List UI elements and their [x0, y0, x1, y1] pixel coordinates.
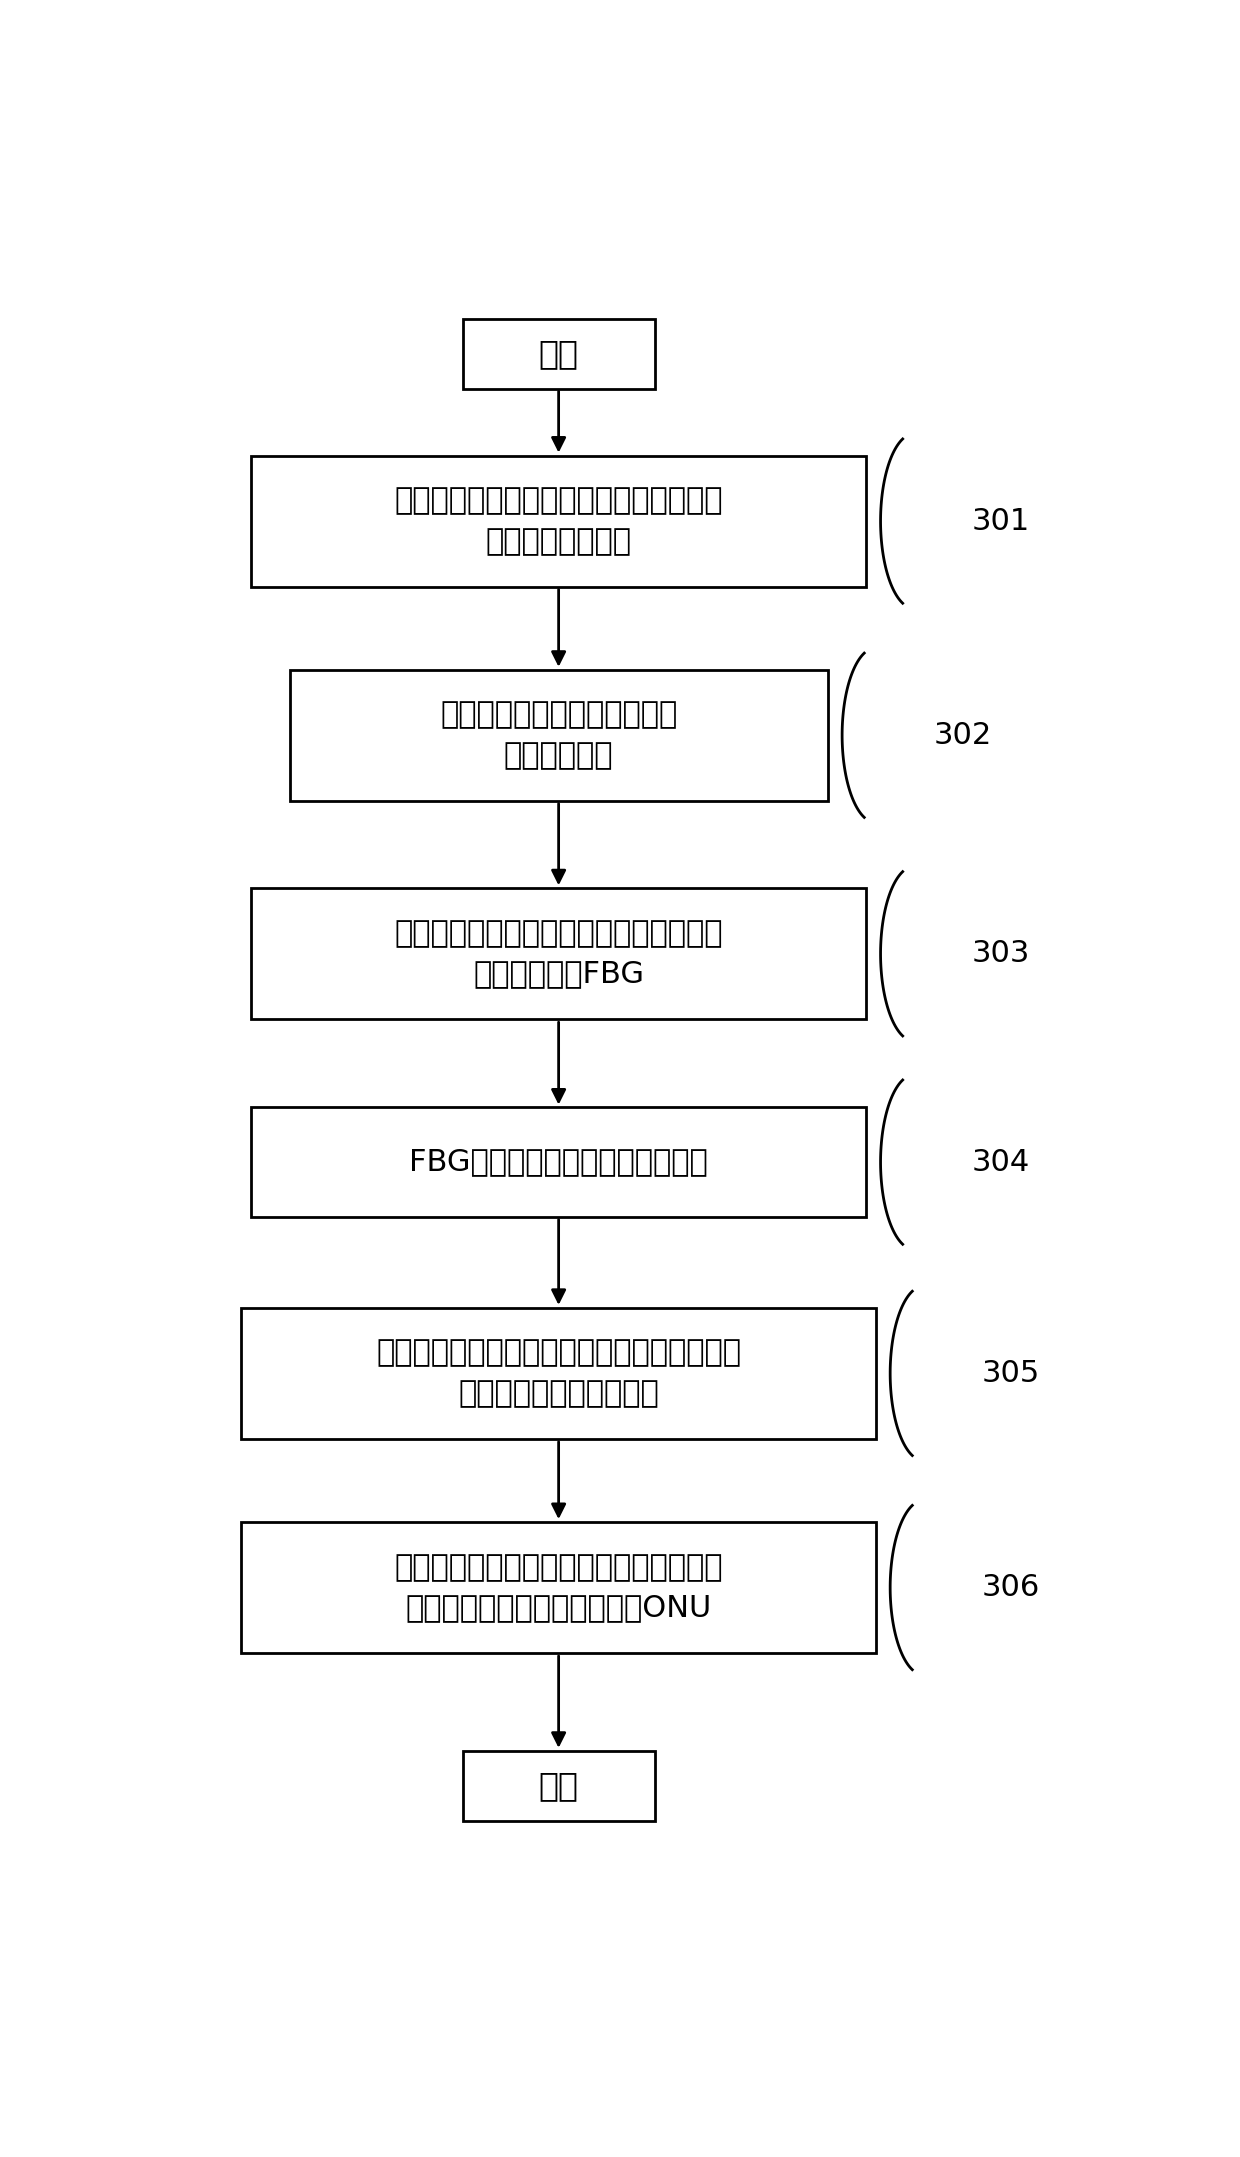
- FancyBboxPatch shape: [250, 455, 866, 587]
- Text: 301: 301: [972, 507, 1030, 535]
- Text: 开始: 开始: [538, 336, 579, 371]
- Text: 304: 304: [972, 1148, 1030, 1176]
- Text: 305: 305: [982, 1359, 1039, 1387]
- Text: 多路复用器将多路不同波长的下行光信号
复用成一路多波长: 多路复用器将多路不同波长的下行光信号 复用成一路多波长: [394, 485, 723, 557]
- Text: 303: 303: [972, 938, 1030, 968]
- FancyBboxPatch shape: [242, 1307, 875, 1439]
- FancyBboxPatch shape: [250, 1107, 866, 1217]
- Text: 第一级分光器对下行多波长光
信号进行分光: 第一级分光器对下行多波长光 信号进行分光: [440, 701, 677, 770]
- FancyBboxPatch shape: [463, 1751, 655, 1821]
- Text: 306: 306: [982, 1572, 1039, 1603]
- FancyBboxPatch shape: [289, 669, 828, 800]
- FancyBboxPatch shape: [242, 1523, 875, 1652]
- Text: 第二级分光器对下行光信号进行分光并分
别将其提供给与其相连接的各ONU: 第二级分光器对下行光信号进行分光并分 别将其提供给与其相连接的各ONU: [394, 1553, 723, 1622]
- Text: 结束: 结束: [538, 1769, 579, 1803]
- Text: FBG对下行多波长光信号进行滤波: FBG对下行多波长光信号进行滤波: [409, 1148, 708, 1176]
- Text: 三端口环形器对下行多波长光信号进行重
定向并输出给FBG: 三端口环形器对下行多波长光信号进行重 定向并输出给FBG: [394, 919, 723, 988]
- Text: 302: 302: [934, 720, 992, 751]
- FancyBboxPatch shape: [463, 319, 655, 388]
- Text: 三端口环形器对滤波后的下行光信号进行重定
向并输出给第二级分光器: 三端口环形器对滤波后的下行光信号进行重定 向并输出给第二级分光器: [376, 1339, 742, 1409]
- FancyBboxPatch shape: [250, 889, 866, 1020]
